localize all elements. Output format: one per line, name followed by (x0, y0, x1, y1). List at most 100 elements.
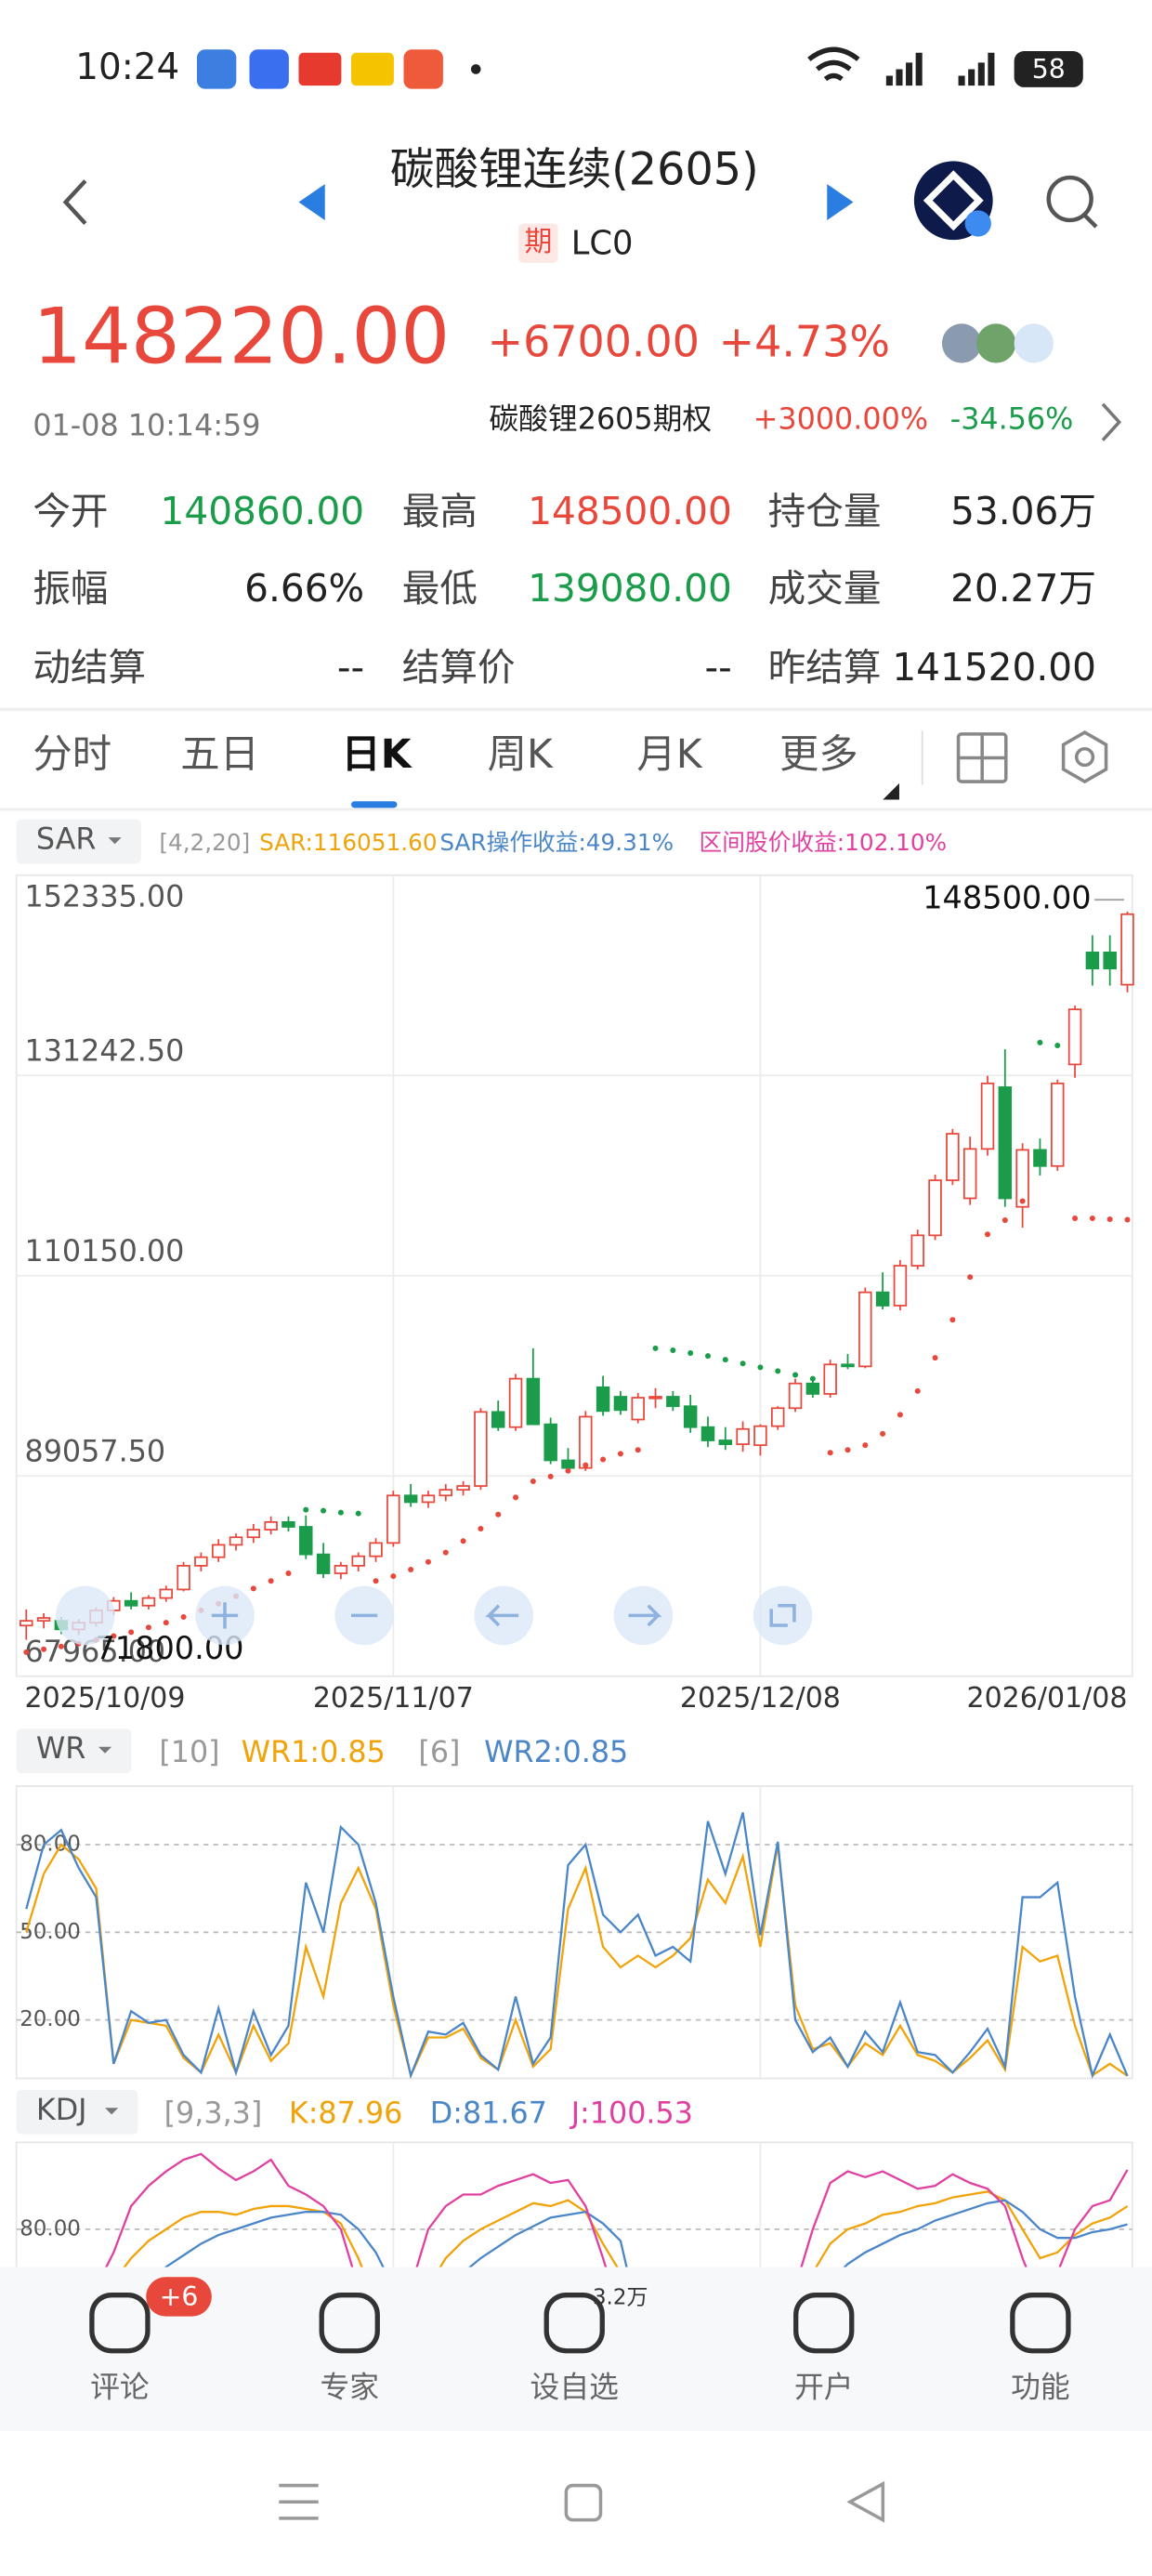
badge: 期 (524, 226, 552, 258)
tab[interactable]: 五日 (180, 731, 259, 777)
candle-body (875, 1291, 890, 1307)
stat-value: -- (704, 645, 731, 690)
nav-label[interactable]: 专家 (320, 2370, 379, 2404)
nav-icon[interactable] (319, 2293, 380, 2354)
sar-dot (41, 1646, 47, 1652)
x-tick-label: 2026/01/08 (966, 1682, 1127, 1715)
system-nav[interactable] (279, 2480, 885, 2523)
select-arrow (108, 837, 122, 845)
tab[interactable]: 日K (341, 731, 412, 777)
option-arrow[interactable] (1101, 402, 1122, 441)
candle-body (962, 1148, 977, 1200)
sar-dot (757, 1364, 764, 1371)
back-button[interactable] (62, 179, 87, 225)
nav-label[interactable]: 评论 (90, 2370, 150, 2404)
candle-body (508, 1377, 523, 1428)
legend-entry: K:87.96 (289, 2096, 403, 2130)
y-tick-label: 110150.00 (24, 1234, 184, 1268)
indicator-name[interactable]: WR (36, 1731, 86, 1766)
sar-dot (478, 1526, 484, 1532)
sar-dot (1019, 1198, 1026, 1204)
nav-icon[interactable] (1010, 2293, 1071, 2354)
chart-controls[interactable] (56, 1585, 813, 1646)
sar-dot (967, 1274, 974, 1281)
option-name[interactable]: 碳酸锂2605期权 (489, 401, 712, 436)
tab[interactable]: 月K (636, 731, 702, 777)
sar-dot (145, 1624, 151, 1631)
indicator-select[interactable] (16, 2089, 138, 2135)
sar-dot (827, 1450, 833, 1456)
indicator-name[interactable]: SAR (36, 822, 97, 857)
candle-body (998, 1086, 1013, 1200)
quote-time: 01-08 10:14:59 (33, 409, 260, 443)
indicator-name[interactable]: KDJ (36, 2093, 87, 2127)
legend-entry: SAR操作收益:49.31% (439, 829, 674, 856)
candle-body (351, 1555, 365, 1567)
candle-body (666, 1396, 680, 1408)
legend-entry: SAR:116051.60 (259, 829, 437, 856)
stat-label: 振幅 (33, 566, 108, 611)
stat-label: 今开 (33, 489, 108, 533)
nav-badge: +6 (160, 2281, 199, 2312)
candle-body (823, 1363, 837, 1395)
indicator-select[interactable] (16, 1728, 132, 1773)
y-tick-label: 152335.00 (24, 879, 184, 913)
legend-entry: WR1:0.85 (242, 1735, 386, 1769)
candle-body (211, 1544, 226, 1558)
nav-label[interactable]: 开户 (794, 2370, 854, 2404)
tab[interactable]: 分时 (33, 731, 111, 777)
candle-body (1015, 1149, 1029, 1208)
nav-label[interactable]: 功能 (1011, 2370, 1070, 2404)
candle-body (124, 1599, 138, 1607)
settings-button[interactable] (1061, 730, 1108, 784)
title: 碳酸锂连续(2605) (390, 145, 759, 196)
candle-body (579, 1415, 593, 1469)
candle-body (386, 1494, 400, 1544)
stat-value: -- (337, 645, 364, 690)
nav-badge: 3.2万 (593, 2286, 648, 2310)
tab[interactable]: 周K (488, 731, 554, 777)
legend-entry: WR2:0.85 (484, 1735, 628, 1769)
stat-label: 持仓量 (768, 489, 882, 533)
prev-button[interactable] (298, 184, 325, 220)
candle-body (736, 1427, 750, 1445)
nav-icon[interactable] (89, 2293, 151, 2354)
candle-body (316, 1553, 331, 1574)
indicator-select[interactable] (16, 819, 141, 864)
candle-body (491, 1411, 505, 1428)
candle-body (1067, 1008, 1082, 1066)
candle-body (246, 1529, 261, 1539)
option-change: +3000.00% (753, 401, 928, 436)
search-button[interactable] (1046, 175, 1098, 229)
legend-entry: 区间股价收益:102.10% (699, 829, 947, 856)
y-tick-label: 89057.50 (24, 1435, 165, 1469)
stat-label: 动结算 (33, 645, 146, 690)
series-line (105, 2152, 1129, 2267)
candle-body (613, 1396, 628, 1412)
sar-dot (862, 1442, 869, 1449)
tab[interactable]: 更多 (779, 731, 858, 777)
candle-body (718, 1439, 733, 1445)
nav-icon[interactable] (793, 2293, 855, 2354)
y-tick-label: 80.00 (20, 2216, 81, 2241)
avatars[interactable] (941, 323, 1054, 363)
code: LC0 (571, 224, 634, 262)
nav-icon[interactable] (543, 2293, 605, 2354)
nav-label[interactable]: 设自选 (530, 2370, 619, 2404)
sar-dot (617, 1451, 623, 1457)
candle-body (159, 1588, 174, 1599)
candle-body (526, 1377, 541, 1426)
y-tick-label: 20.00 (20, 2007, 81, 2031)
sar-dot (932, 1355, 938, 1361)
layout-button[interactable] (956, 732, 1008, 783)
candle-body (264, 1520, 278, 1531)
sar-dot (565, 1467, 571, 1474)
sar-dot (442, 1549, 449, 1556)
candle-body (299, 1526, 313, 1556)
candle-body (910, 1234, 924, 1267)
sar-dot (949, 1317, 956, 1323)
next-button[interactable] (827, 184, 854, 220)
sar-dot (687, 1350, 694, 1357)
ai-button[interactable] (913, 161, 993, 241)
plot-area: 80.00 (16, 2152, 1132, 2267)
